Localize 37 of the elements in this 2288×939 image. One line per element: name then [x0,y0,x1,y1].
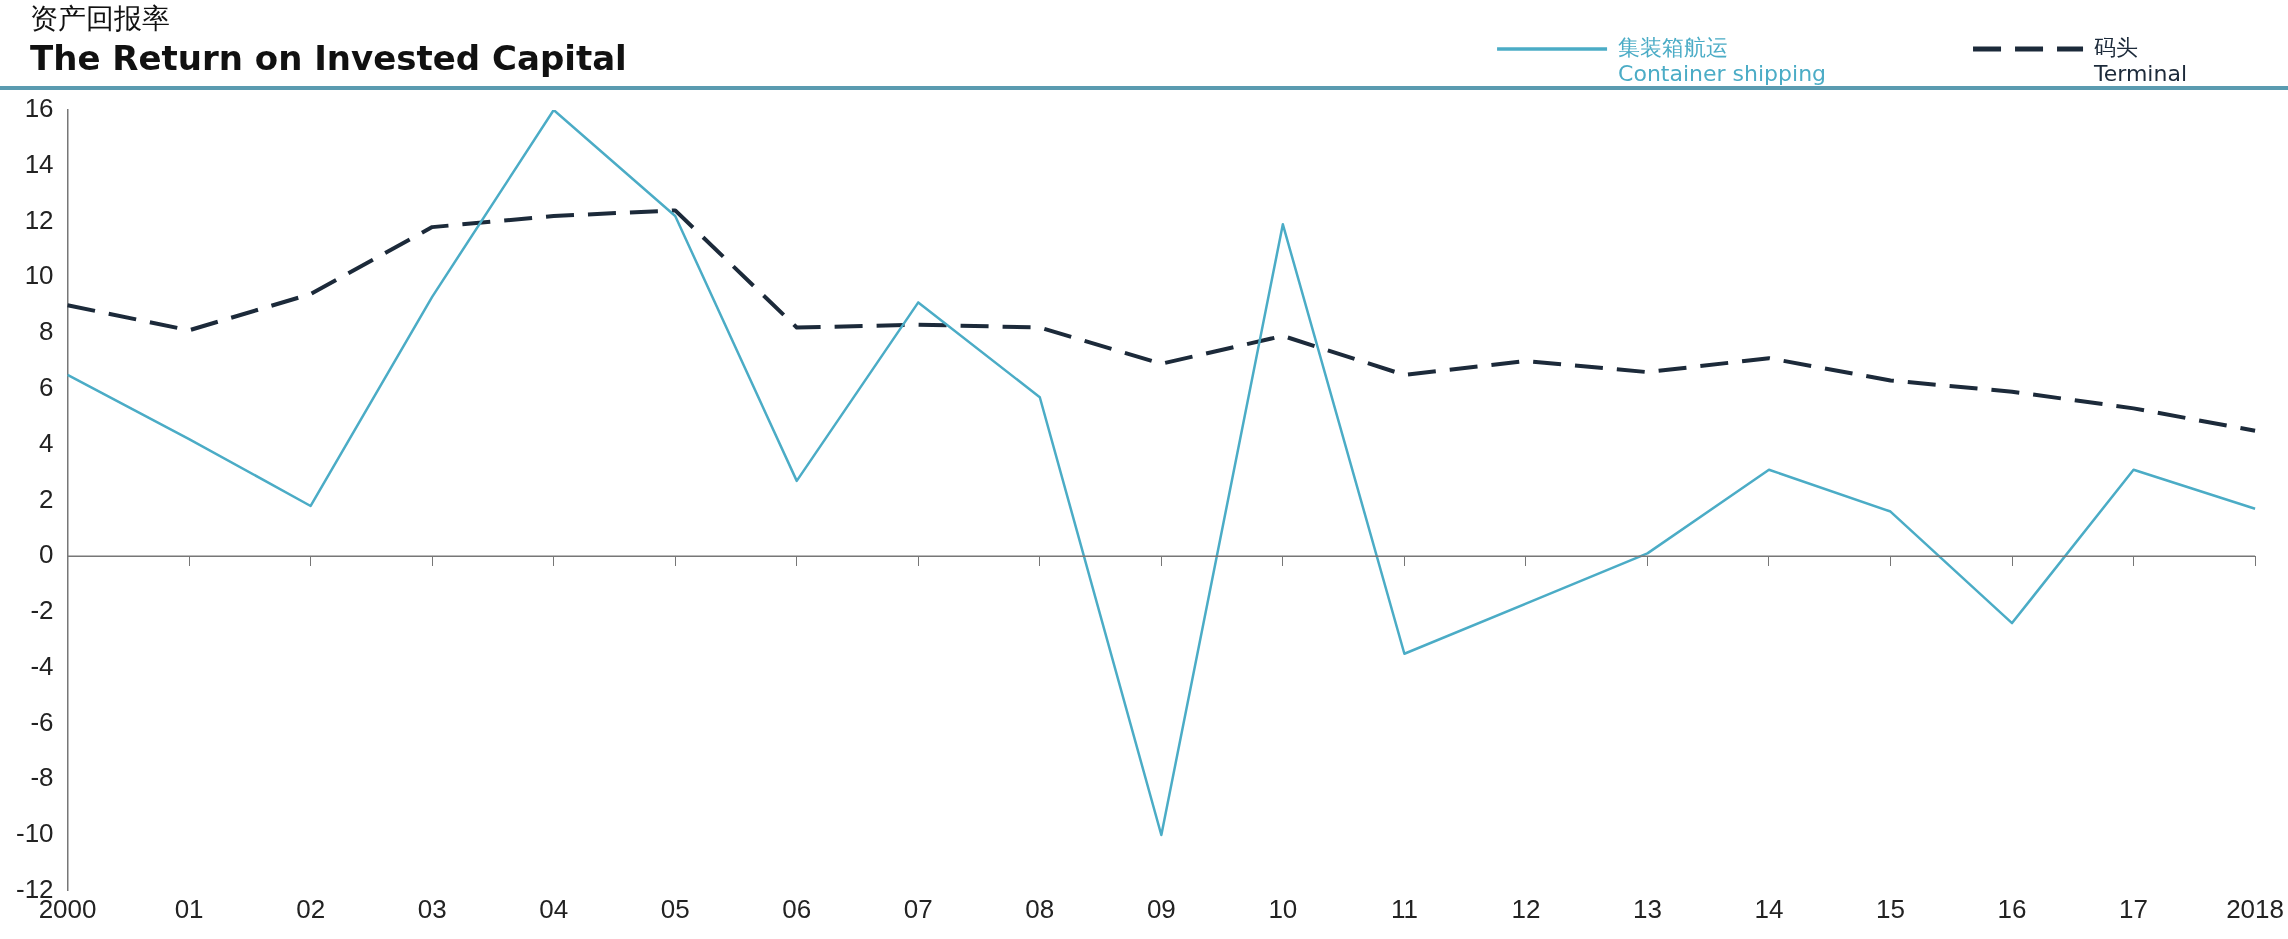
x-tick-label: 06 [782,893,812,924]
x-tick-label: 2018 [2226,893,2284,924]
line-series [65,208,2258,433]
y-tick-label: -8 [30,762,54,793]
y-tick-label: 2 [39,483,54,514]
x-tick-label: 01 [174,893,204,924]
y-tick-label: 8 [39,316,54,347]
y-tick-label: -4 [30,650,54,681]
y-tick-label: 4 [39,427,54,458]
y-tick-label: -6 [30,706,54,737]
x-tick-label: 03 [417,893,447,924]
y-tick-label: 16 [24,93,54,124]
x-tick-label: 12 [1511,893,1541,924]
x-tick-label: 09 [1146,893,1176,924]
y-tick-label: 14 [24,148,54,179]
x-tick-label: 11 [1390,893,1418,924]
x-tick-label: 14 [1754,893,1784,924]
text: 码头 Terminal [2093,34,2188,87]
legend-label: 集装箱航运 Container shipping [1618,34,1827,87]
x-tick-label: 02 [296,893,326,924]
x-tick-label: 17 [2119,893,2149,924]
chart-title: 资产回报率 [30,2,170,36]
x-tick-label: 08 [1025,893,1055,924]
y-tick-label: 10 [24,260,54,291]
y-tick-label: 12 [24,204,54,235]
x-tick-label: 16 [1997,893,2027,924]
y-tick-label: -10 [16,818,54,849]
x-tick-label: 10 [1268,893,1298,924]
chart-subtitle: The Return on Invested Capital [30,38,627,78]
x-tick-label: 15 [1876,893,1905,924]
x-tick-label: 05 [660,893,690,924]
x-tick-label: 07 [903,893,933,924]
x-tick-label: 13 [1632,893,1662,924]
y-tick-label: 6 [39,372,54,403]
y-tick-label: -2 [30,595,54,626]
x-tick-label: 04 [539,893,569,924]
y-tick-label: 0 [39,539,54,570]
